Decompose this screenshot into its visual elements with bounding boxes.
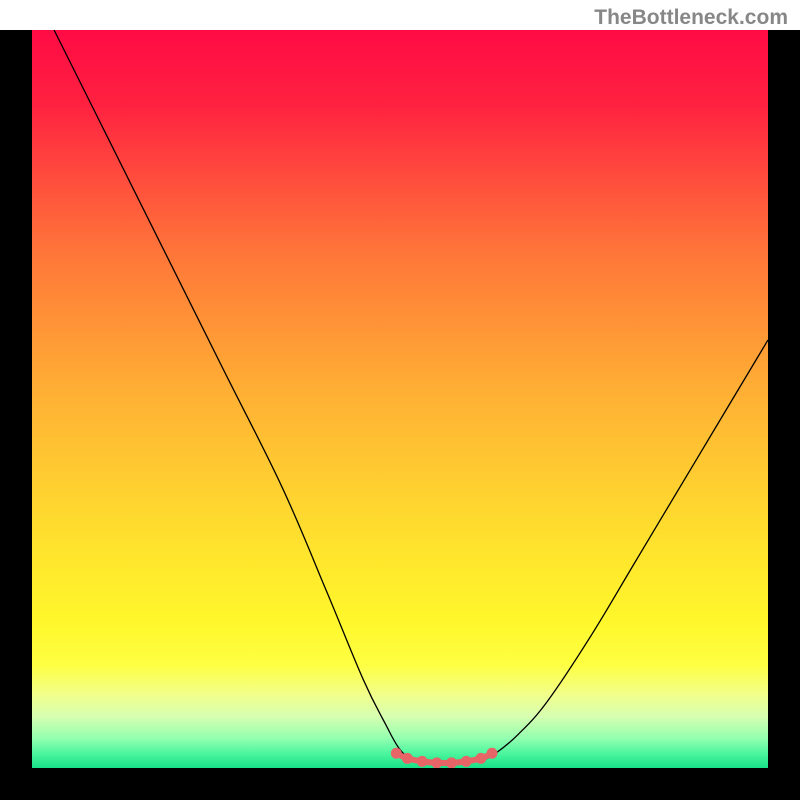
watermark-text: TheBottleneck.com bbox=[594, 6, 788, 30]
optimal-marker bbox=[402, 753, 413, 764]
chart-container: TheBottleneck.com bbox=[0, 0, 800, 800]
optimal-marker bbox=[431, 757, 442, 768]
bottleneck-chart bbox=[0, 0, 800, 800]
plot-background bbox=[32, 30, 768, 768]
optimal-marker bbox=[446, 757, 457, 768]
optimal-marker bbox=[391, 748, 402, 759]
optimal-marker bbox=[475, 753, 486, 764]
optimal-marker bbox=[461, 756, 472, 767]
optimal-marker bbox=[417, 756, 428, 767]
optimal-marker bbox=[487, 748, 498, 759]
